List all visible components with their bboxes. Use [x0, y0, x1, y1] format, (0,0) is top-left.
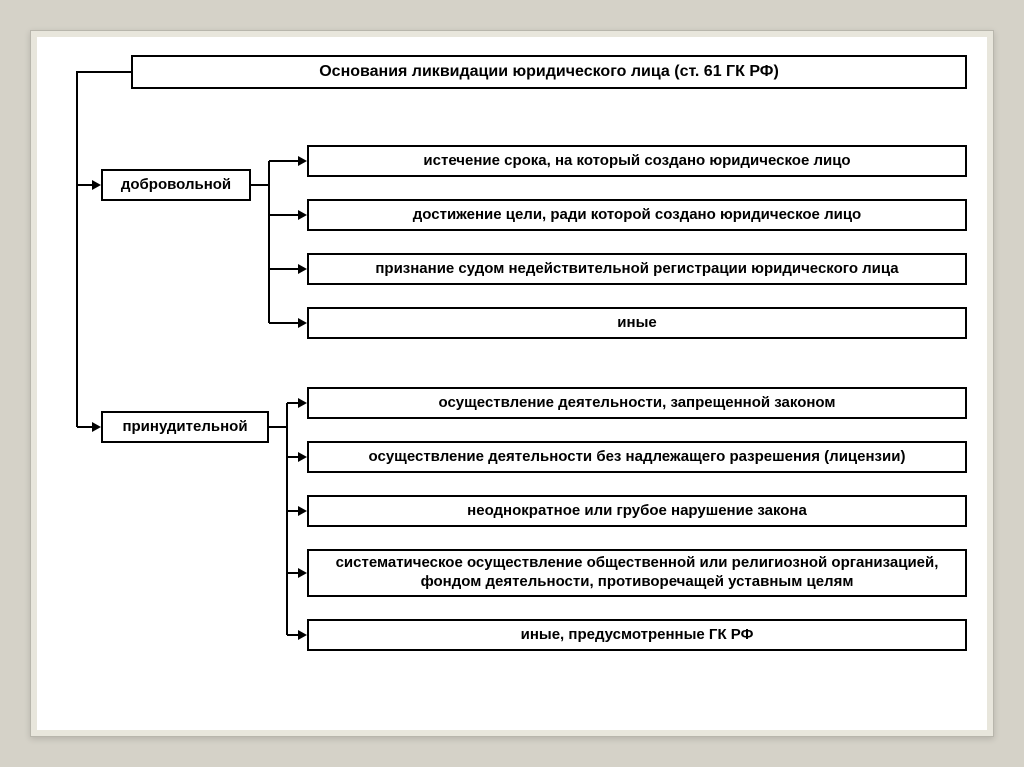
category-box: принудительной — [101, 411, 269, 443]
document-frame: Основания ликвидации юридического лица (… — [30, 30, 994, 737]
item-box: неоднократное или грубое нарушение закон… — [307, 495, 967, 527]
item-box: осуществление деятельности без надлежаще… — [307, 441, 967, 473]
item-box-label: неоднократное или грубое нарушение закон… — [467, 502, 807, 521]
item-box: истечение срока, на который создано юрид… — [307, 145, 967, 177]
flowchart-diagram: Основания ликвидации юридического лица (… — [49, 51, 975, 716]
item-box: иные — [307, 307, 967, 339]
item-box: систематическое осуществление общественн… — [307, 549, 967, 597]
item-box-label: систематическое осуществление общественн… — [317, 554, 957, 592]
item-box: признание судом недействительной регистр… — [307, 253, 967, 285]
item-box-label: истечение срока, на который создано юрид… — [423, 152, 850, 171]
root-box-label: Основания ликвидации юридического лица (… — [319, 62, 779, 82]
item-box-label: иные — [617, 314, 656, 333]
category-box: добровольной — [101, 169, 251, 201]
category-box-label: добровольной — [121, 176, 231, 195]
item-box-label: достижение цели, ради которой создано юр… — [413, 206, 861, 225]
root-box: Основания ликвидации юридического лица (… — [131, 55, 967, 89]
item-box: осуществление деятельности, запрещенной … — [307, 387, 967, 419]
item-box-label: признание судом недействительной регистр… — [375, 260, 898, 279]
item-box: иные, предусмотренные ГК РФ — [307, 619, 967, 651]
category-box-label: принудительной — [122, 418, 247, 437]
item-box-label: осуществление деятельности без надлежаще… — [369, 448, 906, 467]
item-box-label: осуществление деятельности, запрещенной … — [439, 394, 836, 413]
item-box: достижение цели, ради которой создано юр… — [307, 199, 967, 231]
item-box-label: иные, предусмотренные ГК РФ — [521, 626, 754, 645]
